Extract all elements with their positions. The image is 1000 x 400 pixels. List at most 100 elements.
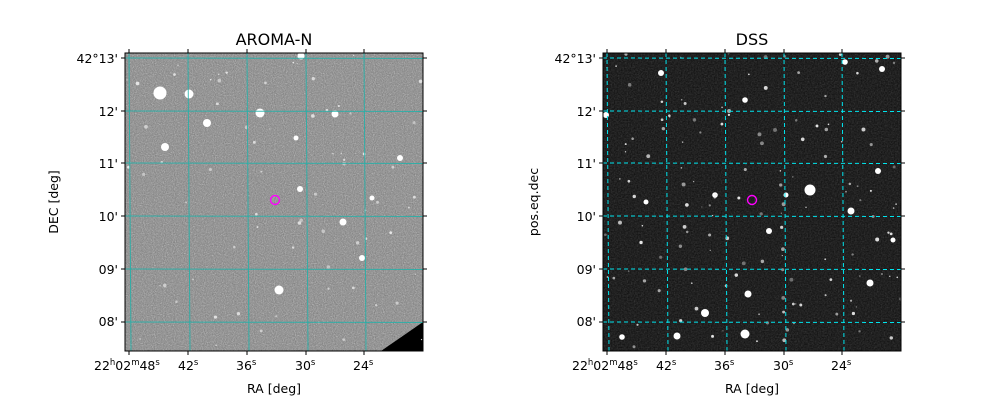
star: [256, 226, 259, 228]
star: [414, 273, 417, 275]
grid-line-ra: [665, 53, 669, 351]
star: [740, 329, 750, 339]
star: [342, 338, 346, 341]
star: [293, 135, 299, 141]
x-tick-label: 24s: [831, 358, 852, 373]
star: [355, 241, 360, 245]
star: [236, 312, 241, 316]
y-tick-label: 09': [99, 262, 118, 277]
y-tick-label: 08': [99, 314, 118, 329]
star: [678, 244, 683, 248]
star: [208, 168, 212, 172]
star: [313, 192, 317, 196]
star: [376, 200, 379, 204]
star: [327, 287, 330, 290]
star: [708, 233, 712, 237]
star: [845, 190, 847, 193]
star: [339, 218, 347, 226]
y-tick-label: 10': [99, 209, 118, 224]
x-tick-label: 42s: [656, 358, 677, 373]
star: [823, 154, 828, 159]
x-tick-label: 42s: [178, 358, 199, 373]
coordinate-grid: [603, 53, 901, 351]
target-marker: [746, 194, 758, 206]
star: [215, 344, 217, 347]
star: [275, 315, 278, 318]
star: [763, 85, 768, 90]
star: [781, 296, 786, 300]
star: [785, 328, 790, 332]
star: [642, 279, 647, 283]
star: [643, 199, 649, 205]
star: [887, 231, 890, 234]
star: [680, 167, 683, 169]
star: [173, 73, 176, 76]
grid-line-dec: [125, 215, 423, 217]
star: [781, 254, 783, 257]
star: [636, 323, 639, 326]
star: [892, 165, 896, 169]
star: [159, 284, 161, 287]
star: [721, 106, 723, 109]
star: [712, 192, 718, 198]
star: [618, 220, 622, 225]
star: [291, 246, 295, 249]
star: [603, 112, 609, 118]
grid-line-dec: [125, 57, 423, 59]
star: [624, 53, 628, 56]
y-tick-label: 10': [577, 209, 596, 224]
star: [871, 214, 875, 218]
star: [709, 249, 711, 251]
x-tick-label: 30s: [773, 358, 794, 373]
star: [631, 137, 634, 140]
grid-line-dec: [125, 268, 423, 270]
target-marker: [269, 194, 281, 206]
star: [782, 310, 786, 314]
star: [673, 332, 681, 340]
grid-line-ra: [606, 53, 610, 351]
x-axis-label: RA [deg]: [247, 381, 301, 396]
star: [699, 131, 702, 134]
star: [851, 253, 854, 256]
star: [681, 182, 686, 187]
grid-line-dec: [125, 110, 423, 112]
star: [297, 186, 303, 192]
star: [781, 247, 785, 251]
sky-image: [603, 53, 901, 351]
star: [395, 301, 399, 305]
star: [627, 83, 632, 87]
x-tick-label: 24s: [353, 358, 374, 373]
grid-line-ra: [305, 53, 309, 351]
star: [606, 276, 609, 278]
star: [701, 206, 703, 208]
panel-aroma-n: AROMA-N 42°13' 12' 11' 10' 09' 08' 22h02…: [46, 30, 427, 396]
star: [264, 81, 267, 85]
star: [766, 228, 772, 234]
star: [711, 214, 714, 217]
y-tick-label: 11': [577, 156, 596, 171]
star: [708, 204, 711, 207]
star: [254, 212, 258, 216]
star: [851, 311, 856, 316]
y-tick-label: 42°13': [555, 51, 597, 66]
grid-line-ra: [187, 53, 191, 351]
star: [824, 127, 829, 132]
star: [800, 137, 805, 142]
star: [252, 140, 256, 144]
star: [337, 104, 340, 108]
star: [794, 118, 798, 122]
star: [783, 192, 789, 198]
grid-line-dec: [603, 110, 901, 112]
star: [184, 89, 194, 99]
star: [838, 53, 842, 56]
coordinate-grid: [125, 53, 423, 351]
star: [682, 224, 687, 229]
x-tick-label: 36s: [714, 358, 735, 373]
star: [657, 289, 661, 293]
star: [757, 132, 762, 137]
star: [412, 195, 416, 199]
star: [297, 221, 302, 225]
star: [797, 71, 801, 75]
grid-line-dec: [603, 268, 901, 270]
grid-line-dec: [125, 162, 423, 164]
